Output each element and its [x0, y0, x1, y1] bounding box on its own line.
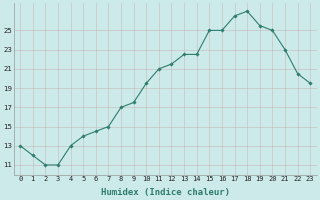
X-axis label: Humidex (Indice chaleur): Humidex (Indice chaleur) [101, 188, 230, 197]
